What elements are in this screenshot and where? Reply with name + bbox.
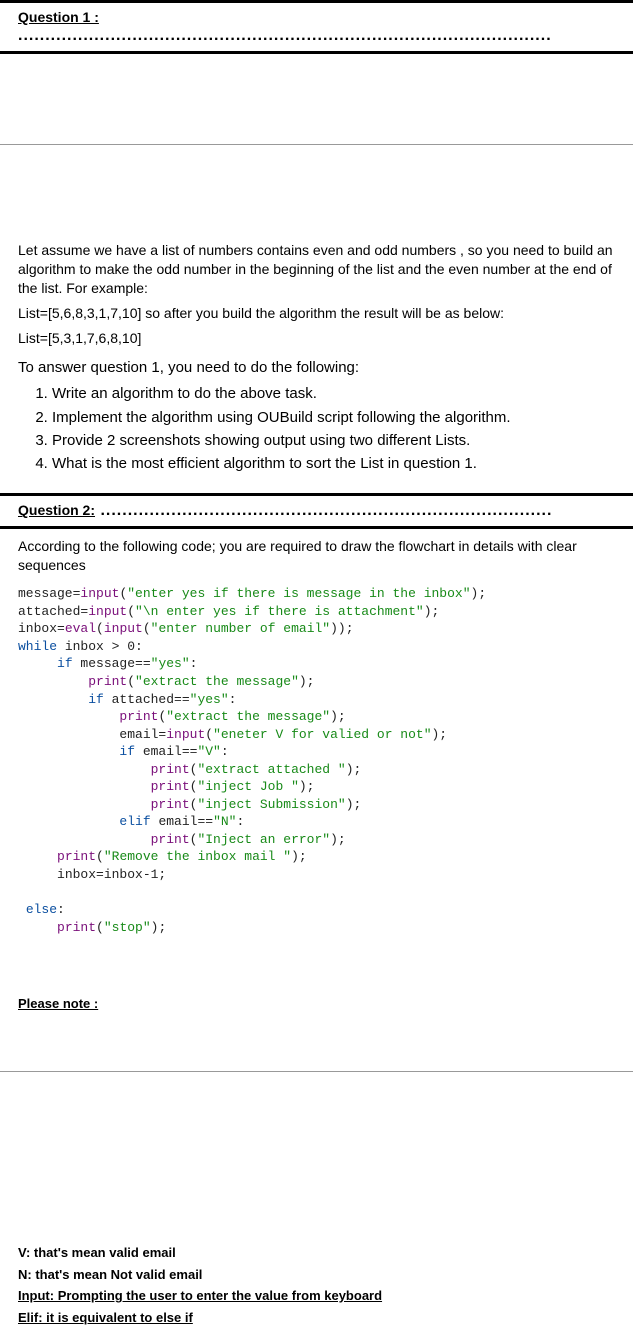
q2-description: According to the following code; you are… xyxy=(0,529,633,575)
q1-task-2: Implement the algorithm using OUBuild sc… xyxy=(52,406,615,429)
legend-notes: V: that's mean valid email N: that's mea… xyxy=(0,1243,633,1339)
q1-task-list: Write an algorithm to do the above task.… xyxy=(0,382,633,475)
gap-2 xyxy=(0,145,633,235)
question-1-header-row: Question 1 : ...........................… xyxy=(0,3,633,51)
gap-3 xyxy=(0,1071,633,1241)
q1-para-1: Let assume we have a list of numbers con… xyxy=(0,241,633,298)
q1-task-1: Write an algorithm to do the above task. xyxy=(52,382,615,405)
note-n: N: that's mean Not valid email xyxy=(18,1265,615,1285)
note-v: V: that's mean valid email xyxy=(18,1243,615,1263)
q2-code-block: message=input("enter yes if there is mes… xyxy=(0,575,633,956)
q1-para-3: List=[5,3,1,7,6,8,10] xyxy=(0,329,633,348)
question-2-dots: ........................................… xyxy=(95,502,552,519)
q1-task-4: What is the most efficient algorithm to … xyxy=(52,452,615,475)
q1-task-3: Provide 2 screenshots showing output usi… xyxy=(52,429,615,452)
note-input: Input: Prompting the user to enter the v… xyxy=(18,1286,615,1306)
note-elif: Elif: it is equivalent to else if xyxy=(18,1308,615,1328)
question-2-title: Question 2: xyxy=(18,502,95,518)
q1-instructions: To answer question 1, you need to do the… xyxy=(0,359,633,376)
question-1-title: Question 1 : xyxy=(18,9,99,25)
please-note-heading: Please note : xyxy=(0,996,633,1011)
gap-1 xyxy=(0,54,633,144)
thin-rule-2 xyxy=(0,1071,633,1072)
q1-para-2: List=[5,6,8,3,1,7,10] so after you build… xyxy=(0,304,633,323)
question-2-header-row: Question 2: ............................… xyxy=(0,496,633,526)
question-1-dots: ........................................… xyxy=(18,27,552,44)
